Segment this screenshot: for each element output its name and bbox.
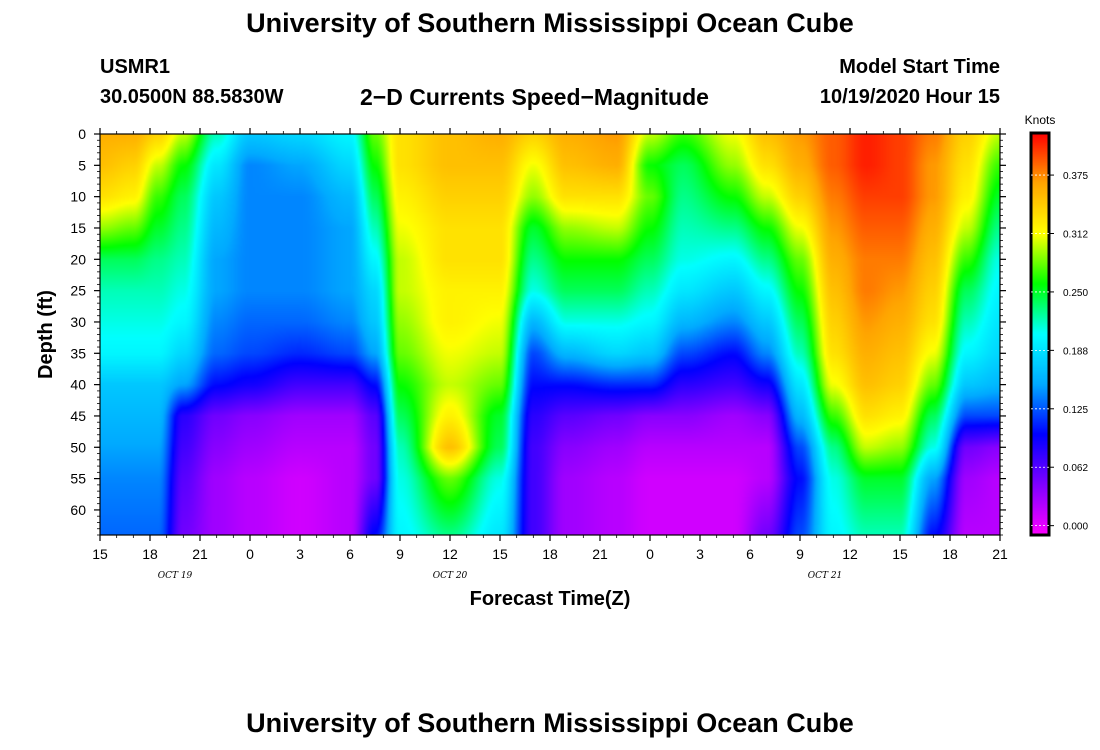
colorbar-tick-label: 0.188 [1063, 346, 1088, 357]
x-tick-label: 9 [796, 546, 804, 562]
x-tick-label: 0 [246, 546, 254, 562]
x-tick-label: 3 [296, 546, 304, 562]
x-tick-label: 18 [142, 546, 158, 562]
colorbar-gradient [1031, 133, 1049, 535]
y-tick-label: 45 [70, 408, 86, 424]
y-axis: 0 5 10 15 20 25 30 35 40 45 50 55 60 [70, 126, 1006, 536]
x-tick-label: 21 [192, 546, 208, 562]
model-start-value: 10/19/2020 Hour 15 [819, 86, 1000, 108]
y-tick-label: 55 [70, 471, 86, 487]
x-tick-label: 15 [492, 546, 508, 562]
x-tick-label: 15 [892, 546, 908, 562]
y-tick-label: 25 [70, 283, 86, 299]
y-axis-title: Depth (ft) [35, 290, 57, 379]
x-tick-label: 9 [396, 546, 404, 562]
y-tick-label: 40 [70, 377, 86, 393]
x-tick-label: 6 [346, 546, 354, 562]
colorbar-tick-label: 0.125 [1063, 405, 1088, 416]
day-label: OCT 21 [808, 571, 843, 581]
heatmap-chart: 15 18 21 0 3 6 9 12 15 18 21 0 3 6 9 12 15 18 21 OCT 19 OCT … [35, 113, 1088, 610]
x-axis: 15 18 21 0 3 6 9 12 15 18 21 0 3 6 9 12 15 18 21 OCT 19 OCT … [92, 128, 1008, 581]
colorbar-tick-label: 0.000 [1063, 522, 1088, 533]
colorbar-tick-label: 0.375 [1063, 171, 1088, 182]
y-tick-label: 50 [70, 439, 86, 455]
colorbar-tick-label: 0.250 [1063, 288, 1088, 299]
x-tick-label: 12 [442, 546, 458, 562]
footer-title: University of Southern Mississippi Ocean… [246, 708, 854, 738]
y-tick-label: 5 [78, 157, 86, 173]
x-tick-label: 6 [746, 546, 754, 562]
model-start-label: Model Start Time [839, 56, 1000, 78]
colorbar: Knots 0.000 0.062 0.125 0.188 0.250 0.312 0.37… [1025, 113, 1088, 537]
x-tick-label: 18 [942, 546, 958, 562]
x-tick-label: 12 [842, 546, 858, 562]
heatmap-raster [100, 134, 1000, 535]
colorbar-title: Knots [1025, 113, 1056, 127]
colorbar-tick-label: 0.312 [1063, 230, 1088, 241]
y-tick-label: 10 [70, 189, 86, 205]
y-tick-label: 20 [70, 251, 86, 267]
y-tick-label: 60 [70, 502, 86, 518]
chart-title: 2−D Currents Speed−Magnitude [360, 84, 709, 110]
colorbar-ticks: 0.000 0.062 0.125 0.188 0.250 0.312 0.375 [1031, 171, 1088, 533]
x-tick-label: 3 [696, 546, 704, 562]
y-tick-label: 15 [70, 220, 86, 236]
x-tick-label: 21 [992, 546, 1008, 562]
page-title: University of Southern Mississippi Ocean… [246, 8, 854, 38]
station-id: USMR1 [100, 56, 171, 78]
x-tick-label: 21 [592, 546, 608, 562]
day-label: OCT 19 [158, 571, 193, 581]
colorbar-tick-label: 0.062 [1063, 463, 1088, 474]
y-tick-label: 0 [78, 126, 86, 142]
colorbar-frame [1029, 131, 1051, 537]
y-tick-label: 35 [70, 345, 86, 361]
x-tick-label: 0 [646, 546, 654, 562]
y-tick-label: 30 [70, 314, 86, 330]
day-label: OCT 20 [433, 571, 468, 581]
x-tick-label: 18 [542, 546, 558, 562]
x-tick-label: 15 [92, 546, 108, 562]
x-axis-title: Forecast Time(Z) [470, 588, 631, 610]
station-coordinates: 30.0500N 88.5830W [100, 86, 284, 108]
